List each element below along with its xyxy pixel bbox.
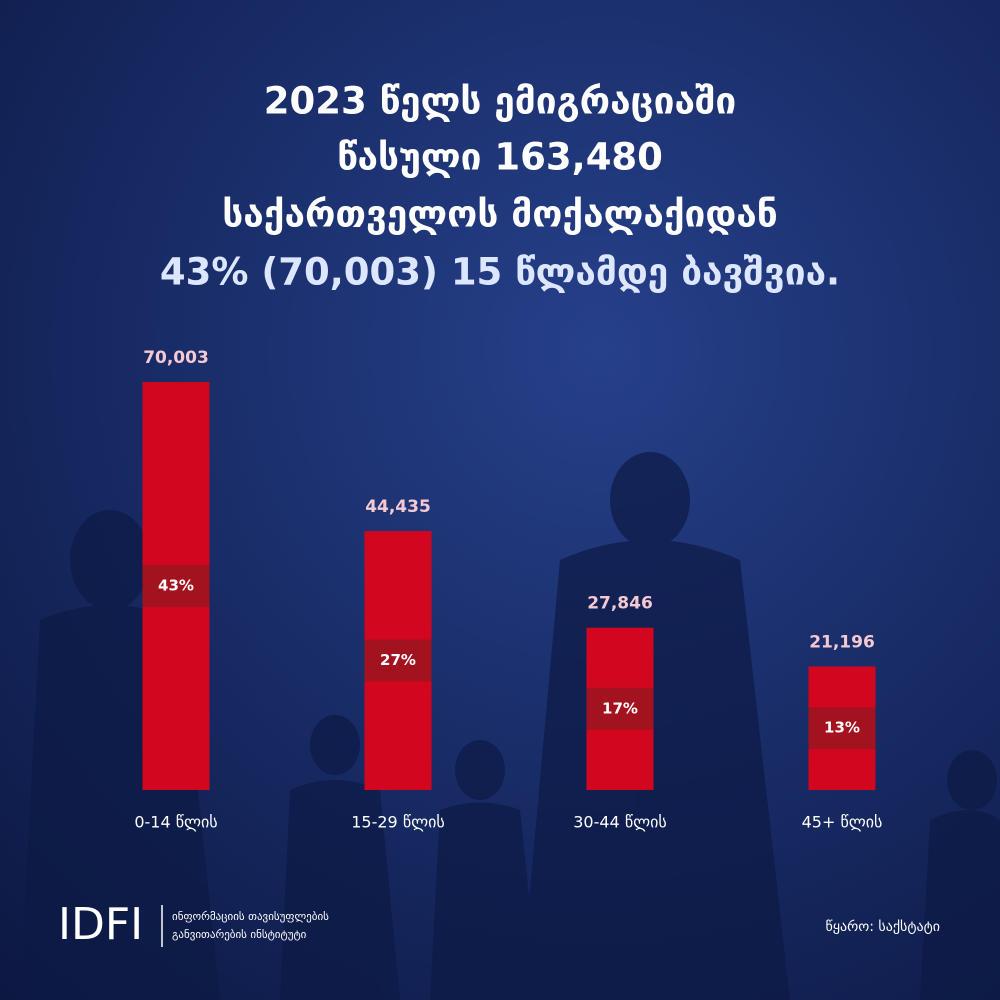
- share-label: 17%: [602, 699, 638, 717]
- chart-title: საქართველოს მოქალაქიდან: [222, 193, 778, 236]
- share-label: 13%: [824, 719, 860, 737]
- share-box: [142, 565, 210, 608]
- org-name: ინფორმაციის თავისუფლების: [172, 910, 329, 923]
- chart-title: წასული 163,480: [337, 136, 663, 179]
- value-label: 27,846: [587, 594, 653, 614]
- x-tick-label: 45+ წლის: [802, 813, 883, 832]
- value-label: 21,196: [809, 632, 875, 652]
- source: წყარო: საქსტატი: [825, 918, 940, 935]
- value-label: 44,435: [365, 497, 431, 517]
- share-label: 27%: [380, 651, 416, 669]
- x-tick-label: 0-14 წლის: [134, 813, 217, 832]
- x-tick-label: 30-44 წლის: [573, 813, 667, 832]
- chart-subtitle: 43% (70,003) 15 წლამდე ბავშვია.: [160, 251, 840, 294]
- share-label: 43%: [158, 577, 194, 595]
- share-box: [364, 639, 432, 682]
- logo: IDFI: [58, 899, 143, 950]
- share-box: [586, 687, 654, 730]
- share-box: [808, 707, 876, 750]
- chart-title: 2023 წელს ემიგრაციაში: [264, 80, 737, 123]
- value-label: 70,003: [143, 348, 209, 368]
- org-name: განვითარების ინსტიტუტი: [172, 928, 307, 941]
- x-tick-label: 15-29 წლის: [351, 813, 445, 832]
